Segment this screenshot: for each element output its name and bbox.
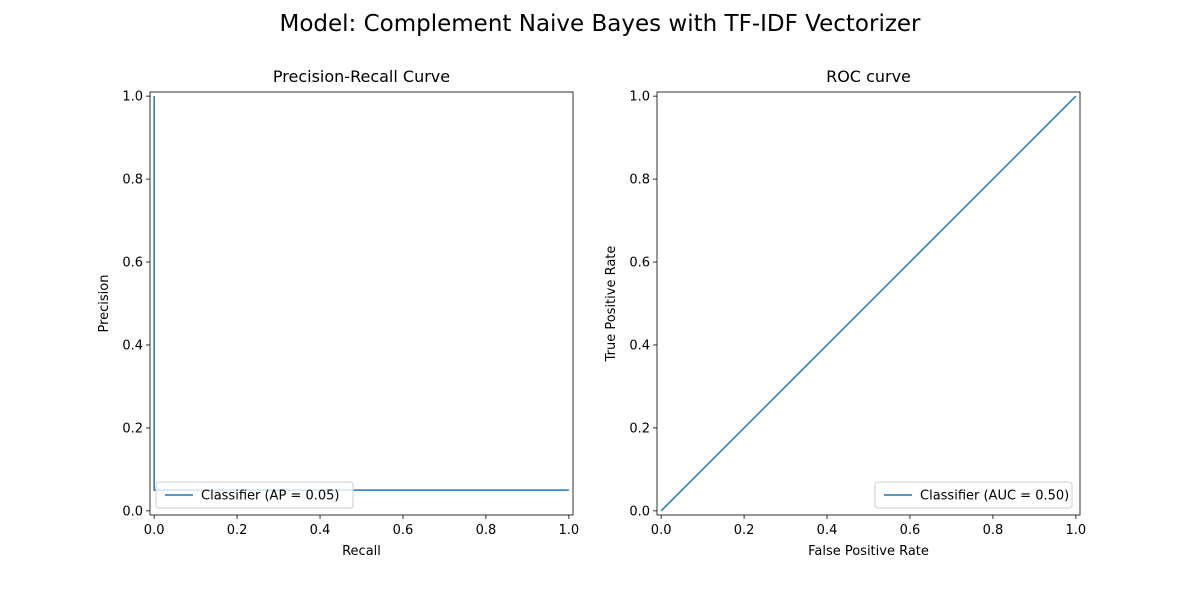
x-tick-label: 0.8 — [983, 523, 1004, 538]
y-tick-label: 0.8 — [629, 173, 650, 188]
series-line-1 — [153, 96, 569, 491]
x-tick-label: 0.0 — [144, 523, 165, 538]
y-tick-label: 0.0 — [122, 504, 143, 519]
y-tick-label: 0.4 — [629, 338, 650, 353]
subplot-title: ROC curve — [826, 67, 911, 86]
x-tick-label: 0.2 — [227, 523, 248, 538]
subplot-2: 0.0 0.2 0.4 0.6 0.8 1.0 0.0 0.2 0.4 0.6 0.8 1.0 ROC … — [604, 67, 1086, 559]
legend: Classifier (AUC = 0.50) — [874, 481, 1073, 509]
subplot-title: Precision-Recall Curve — [273, 67, 450, 86]
y-tick-label: 0.0 — [629, 504, 650, 519]
y-tick-label: 1.0 — [629, 90, 650, 105]
y-axis-label: True Positive Rate — [604, 246, 619, 363]
x-axis-label: False Positive Rate — [808, 544, 929, 559]
axes-frame — [149, 91, 574, 516]
x-tick-label: 0.4 — [817, 523, 838, 538]
legend-label: Classifier (AP = 0.05) — [201, 489, 339, 504]
x-tick-label: 0.8 — [476, 523, 497, 538]
series-line-1 — [660, 95, 1077, 512]
y-tick-label: 0.2 — [122, 421, 143, 436]
x-axis-label: Recall — [342, 544, 381, 559]
x-tick-label: 0.0 — [651, 523, 672, 538]
legend: Classifier (AP = 0.05) — [155, 481, 354, 509]
x-tick-label: 0.4 — [310, 523, 331, 538]
axes-frame — [656, 91, 1081, 516]
x-tick-label: 0.2 — [734, 523, 755, 538]
figure-title: Model: Complement Naive Bayes with TF-ID… — [279, 11, 921, 37]
x-tick-label: 1.0 — [1066, 523, 1087, 538]
y-axis-label: Precision — [97, 274, 112, 332]
x-tick-label: 1.0 — [559, 523, 580, 538]
y-tick-label: 0.2 — [629, 421, 650, 436]
subplot-1: 0.0 0.2 0.4 0.6 0.8 1.0 0.0 0.2 0.4 0.6 0.8 1.0 Prec… — [97, 67, 579, 559]
y-tick-label: 0.6 — [122, 256, 143, 271]
y-tick-label: 0.4 — [122, 338, 143, 353]
x-tick-label: 0.6 — [900, 523, 921, 538]
y-tick-label: 0.6 — [629, 256, 650, 271]
x-tick-label: 0.6 — [393, 523, 414, 538]
y-tick-label: 1.0 — [122, 90, 143, 105]
legend-box — [874, 481, 1073, 509]
legend-box — [155, 481, 354, 509]
y-tick-label: 0.8 — [122, 173, 143, 188]
plots-container: 0.0 0.2 0.4 0.6 0.8 1.0 0.0 0.2 0.4 0.6 0.8 1.0 Prec… — [97, 67, 1086, 559]
legend-label: Classifier (AUC = 0.50) — [920, 489, 1069, 504]
